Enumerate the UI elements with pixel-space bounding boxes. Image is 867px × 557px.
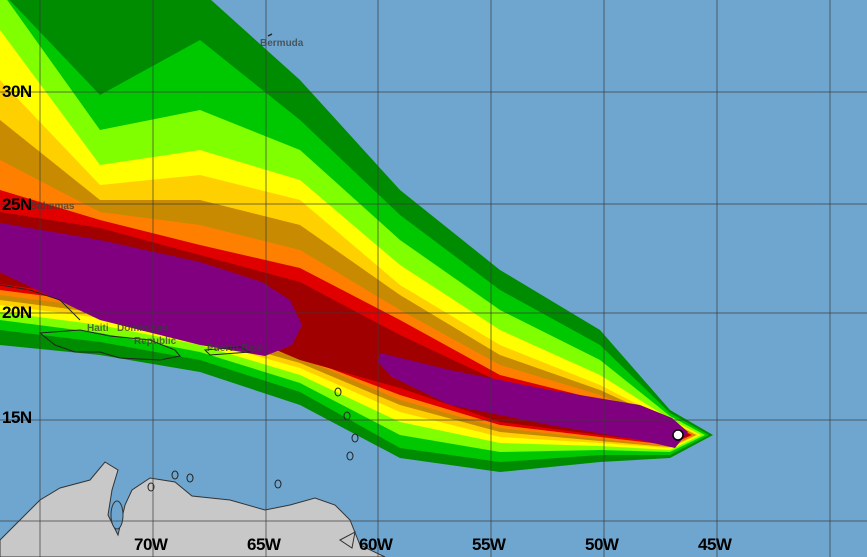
lat-label-25n: 25N	[2, 195, 32, 214]
label-dominican: Dominican	[117, 323, 169, 334]
island-outline	[147, 482, 155, 492]
label-bahamas: Bahamas	[30, 201, 75, 212]
lat-label-20n: 20N	[2, 303, 32, 322]
lat-label-15n: 15N	[2, 408, 32, 427]
lat-label-30n: 30N	[2, 82, 32, 101]
lake-maracaibo	[110, 500, 124, 530]
hispaniola-outline	[38, 329, 181, 361]
island-outline	[346, 451, 354, 461]
island-outline	[274, 479, 282, 489]
puerto-rico-outline	[203, 346, 252, 356]
lon-label-45w: 45W	[698, 535, 732, 554]
island-outline	[334, 387, 342, 397]
band-purple-east	[378, 353, 688, 448]
storm-position-icon	[672, 429, 684, 441]
island-outline	[186, 473, 194, 483]
label-republic: Republic	[134, 336, 177, 347]
cuba-outline	[0, 284, 81, 321]
label-bermuda: Bermuda	[260, 38, 304, 49]
band-purple-west	[0, 222, 302, 356]
label-puerto-rico: Puerto Rico	[207, 343, 264, 354]
lon-label-50w: 50W	[585, 535, 619, 554]
island-outline	[171, 470, 179, 480]
bermuda-island	[267, 33, 273, 37]
lon-label-60w: 60W	[359, 535, 393, 554]
island-outline	[351, 433, 359, 443]
lon-label-70w: 70W	[134, 535, 168, 554]
band-yellow	[0, 30, 701, 450]
lon-label-65w: 65W	[247, 535, 281, 554]
label-haiti: Haiti	[87, 323, 109, 334]
island-trinidad	[339, 531, 356, 549]
land-south-america	[0, 461, 386, 557]
lon-label-55w: 55W	[472, 535, 506, 554]
